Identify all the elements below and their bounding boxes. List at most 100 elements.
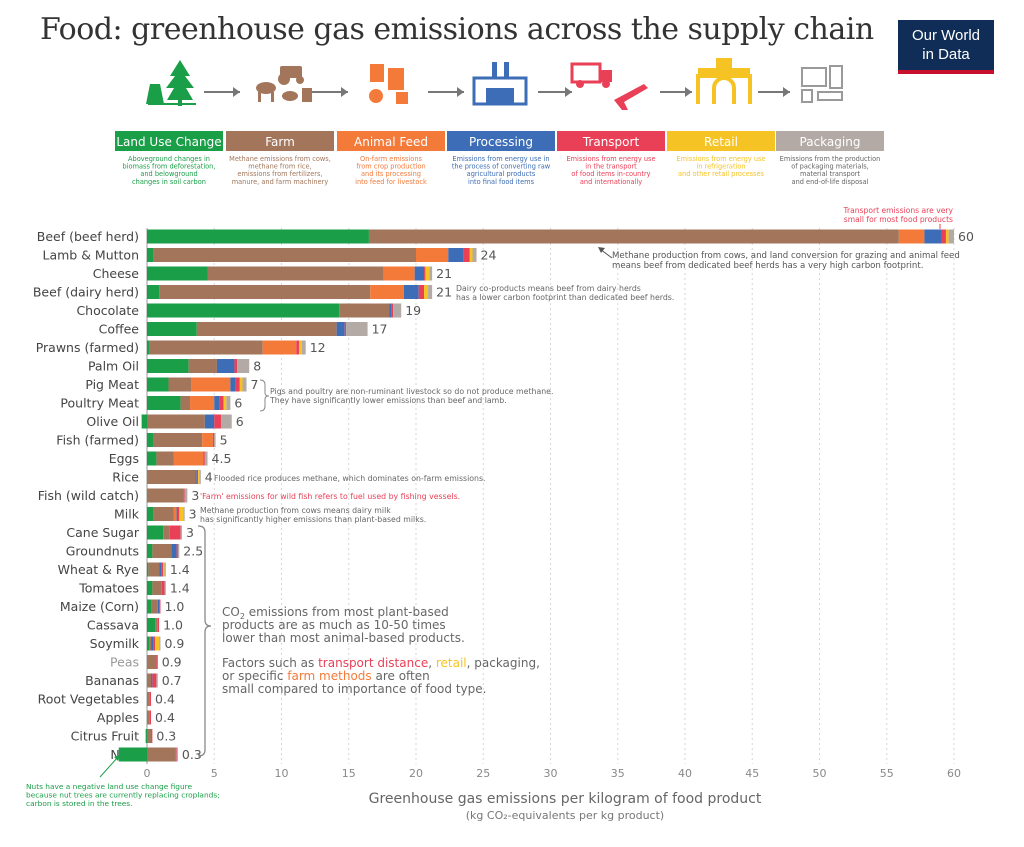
cow-leg	[258, 92, 261, 102]
bar-segment	[180, 396, 191, 410]
stage-description: Emissions from energy use	[676, 155, 765, 163]
bar-segment	[147, 562, 149, 577]
stage-description: changes in soil carbon	[132, 178, 206, 186]
shop-icon	[696, 58, 752, 104]
bar-segment	[235, 377, 240, 392]
bar-segment	[147, 710, 150, 725]
bar-segment	[196, 322, 337, 336]
food-name: Wheat & Rye	[58, 562, 140, 577]
tick-label: 35	[611, 767, 625, 780]
annotation-plant: products are as much as 10-50 times	[222, 618, 446, 632]
bar-segment	[159, 636, 161, 651]
bar-segment	[163, 562, 165, 577]
stage-description: the process of converting raw	[452, 163, 551, 171]
bar-segment	[175, 747, 177, 762]
owid-logo[interactable]: Our World in Data	[898, 20, 994, 74]
stage-description: emissions from fertilizers,	[237, 170, 322, 178]
stage-label: Animal Feed	[354, 135, 428, 149]
annotation-fragment: , packaging,	[467, 656, 540, 670]
bar-segment	[147, 433, 154, 447]
bar-segment	[176, 747, 178, 762]
stage-description: Emissions from energy use	[566, 155, 655, 163]
bar-segment	[147, 525, 164, 540]
bar-segment	[414, 266, 425, 281]
annotation-milk: Methane production from cows means dairy…	[200, 506, 391, 515]
total-label: 60	[958, 229, 974, 244]
bar-segment	[159, 599, 161, 614]
stage-description: and belowground	[140, 170, 197, 178]
stage-description: and other retail processes	[678, 170, 765, 178]
bar-segment	[188, 359, 217, 373]
bar-segment	[176, 544, 178, 558]
food-name: Beef (dairy herd)	[33, 285, 139, 300]
bar-segment	[141, 414, 147, 429]
bar-segment	[147, 377, 169, 392]
bar-segment	[151, 729, 153, 743]
bar-segment	[202, 433, 213, 447]
bar-segment	[463, 248, 470, 262]
bar-segment	[179, 507, 184, 521]
total-label: 4.5	[212, 451, 232, 466]
food-name: Bananas	[85, 673, 139, 688]
bar-segment	[214, 396, 220, 410]
cart	[716, 58, 732, 68]
food-name: Peas	[110, 655, 139, 670]
annotation-factors: or specific farm methods are often	[222, 669, 430, 683]
bar-segment	[147, 729, 152, 743]
annotation-nuts: because nut trees are currently replacin…	[26, 791, 220, 800]
total-label: 3	[191, 488, 199, 503]
total-label: 0.9	[162, 655, 182, 670]
bar-segment	[149, 692, 152, 706]
bar-segment	[147, 618, 156, 632]
bar-segment	[153, 433, 203, 447]
stage-description: agricultural products	[467, 170, 536, 178]
bar-segment	[147, 451, 157, 466]
chart-title: Food: greenhouse gas emissions across th…	[40, 12, 874, 47]
bar-segment	[448, 248, 464, 262]
annotation-nuts: carbon is stored in the trees.	[26, 799, 133, 808]
bar-segment	[171, 544, 177, 558]
stage-description: and internationally	[580, 178, 642, 186]
food-name: Cassava	[87, 618, 139, 633]
food-name: Olive Oil	[86, 414, 139, 429]
bar-segment	[418, 285, 425, 299]
chimney	[492, 62, 497, 78]
bar-segment	[168, 377, 192, 392]
annotation-factors: Factors such as transport distance, reta…	[222, 656, 540, 670]
bar-segment	[346, 322, 368, 336]
bar-segment	[945, 229, 949, 244]
bar-segment	[147, 359, 189, 373]
annotation-plant: lower than most animal-based products.	[222, 631, 465, 645]
bar-segment	[157, 599, 160, 614]
bar-segment	[301, 340, 306, 355]
bar-segment	[164, 562, 166, 577]
annotation-fragment: farm methods	[287, 669, 371, 683]
bar-segment	[153, 507, 174, 521]
total-label: 3	[186, 525, 194, 540]
food-name: Poultry Meat	[60, 396, 139, 411]
bar-segment	[429, 266, 433, 281]
bar-segment	[344, 322, 347, 336]
bar-segment	[159, 285, 371, 299]
factory-icon	[472, 62, 528, 106]
person	[396, 92, 408, 104]
stage-description: in refrigeration	[696, 163, 745, 171]
plane	[614, 84, 648, 110]
food-name: Chocolate	[76, 303, 139, 318]
annotation-arrow-head	[114, 755, 120, 761]
chimney	[504, 62, 509, 78]
bottle-crate	[801, 67, 827, 87]
stage-description: and its processing	[361, 170, 421, 178]
trees-icon	[146, 60, 196, 106]
shop-outline	[696, 74, 752, 104]
annotation-pig-poultry: They have significantly lower emissions …	[269, 396, 507, 405]
bar-segment	[428, 285, 433, 299]
bar-segment	[207, 266, 384, 281]
food-name: Root Vegetables	[38, 692, 139, 707]
co2-subscript: 2	[240, 612, 245, 621]
carton	[829, 65, 843, 89]
bar-segment	[336, 322, 345, 336]
bar-segment	[234, 359, 238, 373]
food-name: Fish (wild catch)	[38, 488, 139, 503]
